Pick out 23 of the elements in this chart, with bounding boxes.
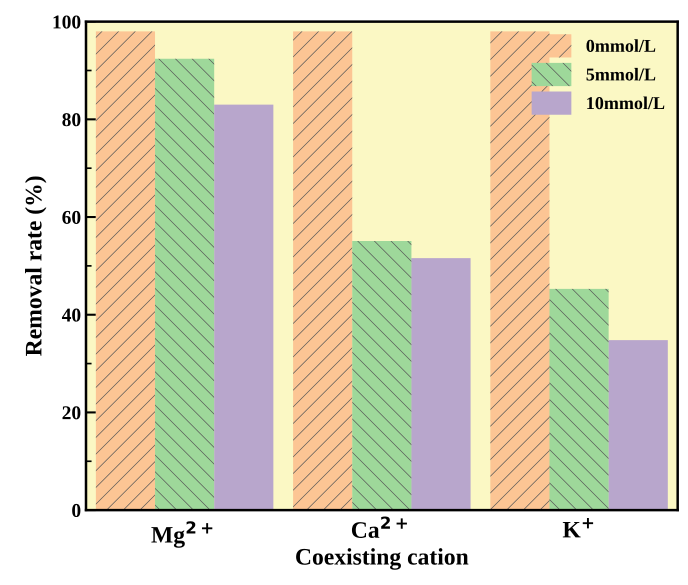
x-tick-label: K$^{+}$ bbox=[562, 518, 594, 538]
bar bbox=[293, 31, 352, 510]
bar bbox=[155, 58, 214, 510]
legend-label: 5mmol/L bbox=[586, 68, 656, 81]
legend-label: 0mmol/L bbox=[586, 39, 656, 52]
y-axis-title: Removal rate (%) bbox=[25, 176, 46, 356]
bar bbox=[96, 31, 156, 510]
bar bbox=[608, 340, 668, 510]
y-tick-label: 80 bbox=[62, 113, 80, 126]
y-tick-label: 20 bbox=[62, 406, 80, 420]
x-tick-label: Ca$^{2+}$ bbox=[352, 516, 407, 538]
bar bbox=[352, 240, 412, 510]
y-tick-label: 40 bbox=[62, 308, 80, 322]
y-tick-label: 100 bbox=[54, 15, 80, 29]
bar bbox=[549, 288, 609, 510]
x-tick-label: Mg$^{2+}$ bbox=[151, 521, 212, 548]
bar bbox=[490, 31, 550, 510]
bar bbox=[214, 104, 274, 510]
x-axis-title: Coexisting cation bbox=[296, 548, 468, 570]
legend-label: 10mmol/L bbox=[587, 96, 664, 110]
y-tick-label: 0 bbox=[72, 504, 80, 518]
y-tick-label: 60 bbox=[62, 210, 80, 224]
bar bbox=[411, 258, 471, 510]
